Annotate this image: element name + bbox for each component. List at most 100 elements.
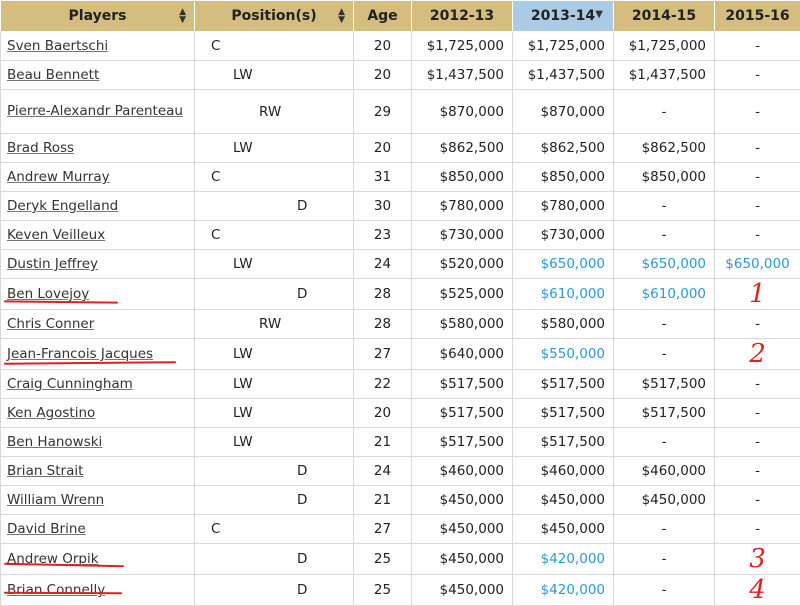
y2014-salary-cell: $850,000: [614, 163, 715, 192]
players-header-label: Players: [69, 8, 127, 24]
y2014-salary-cell: -: [614, 221, 715, 250]
y2014-salary-cell: $460,000: [614, 457, 715, 486]
position-cell: D: [195, 486, 354, 515]
y2015-salary-cell: -: [715, 399, 800, 428]
y2014-salary-cell: -: [614, 192, 715, 221]
age-cell: 21: [354, 428, 412, 457]
y2013-salary-cell: $1,725,000: [513, 32, 614, 61]
y2013-salary-cell: $517,500: [513, 399, 614, 428]
y2014-salary-cell: -: [614, 339, 715, 370]
y2014-salary-cell: $650,000: [614, 250, 715, 279]
age-cell: 24: [354, 457, 412, 486]
y2015-column-header[interactable]: 2015-16: [715, 1, 800, 32]
y2015-salary-cell: $650,000: [715, 250, 800, 279]
age-cell: 25: [354, 575, 412, 606]
player-link[interactable]: Brad Ross: [7, 140, 74, 156]
position-cell: RW: [195, 310, 354, 339]
player-link[interactable]: Dustin Jeffrey: [7, 256, 98, 272]
position-cell: C: [195, 163, 354, 192]
position-cell: D: [195, 192, 354, 221]
y2014-salary-cell: $517,500: [614, 370, 715, 399]
position-cell: D: [195, 457, 354, 486]
player-cell: Dustin Jeffrey: [1, 250, 195, 279]
player-link[interactable]: Ben Hanowski: [7, 434, 102, 450]
y2012-column-header[interactable]: 2012-13: [412, 1, 513, 32]
y2014-salary-cell: -: [614, 575, 715, 606]
positions-header-label: Position(s): [231, 8, 316, 24]
y2012-salary-cell: $517,500: [412, 399, 513, 428]
player-cell: Ben Lovejoy: [1, 279, 195, 310]
y2015-salary-cell: 4: [715, 575, 800, 606]
position-cell: LW: [195, 61, 354, 90]
y2013-column-header[interactable]: 2013-14 ▼: [513, 1, 614, 32]
y2013-salary-cell: $862,500: [513, 134, 614, 163]
y2014-column-header[interactable]: 2014-15: [614, 1, 715, 32]
age-column-header[interactable]: Age: [354, 1, 412, 32]
player-link[interactable]: David Brine: [7, 521, 86, 537]
player-link[interactable]: Craig Cunningham: [7, 376, 133, 392]
position-cell: D: [195, 279, 354, 310]
player-link[interactable]: Keven Veilleux: [7, 227, 105, 243]
player-link[interactable]: Sven Baertschi: [7, 38, 108, 54]
player-cell: Beau Bennett: [1, 61, 195, 90]
y2013-header-label: 2013-14: [531, 8, 595, 24]
handwritten-number-annotation: 3: [749, 544, 766, 574]
player-link[interactable]: Pierre-Alexandr Parenteau: [7, 104, 188, 119]
player-link[interactable]: Brian Connelly: [7, 582, 105, 598]
y2013-salary-cell: $730,000: [513, 221, 614, 250]
player-link[interactable]: Beau Bennett: [7, 67, 99, 83]
y2015-salary-cell: -: [715, 486, 800, 515]
y2015-salary-cell: -: [715, 90, 800, 134]
age-cell: 29: [354, 90, 412, 134]
players-column-header[interactable]: Players ▲▼: [1, 1, 195, 32]
age-cell: 21: [354, 486, 412, 515]
player-link[interactable]: Brian Strait: [7, 463, 83, 479]
player-link[interactable]: Deryk Engelland: [7, 198, 118, 214]
age-cell: 23: [354, 221, 412, 250]
y2015-salary-cell: -: [715, 370, 800, 399]
y2013-salary-cell: $420,000: [513, 544, 614, 575]
player-link[interactable]: Andrew Murray: [7, 169, 110, 185]
player-link[interactable]: William Wrenn: [7, 492, 104, 508]
player-link[interactable]: Jean-Francois Jacques: [7, 346, 153, 362]
y2012-salary-cell: $525,000: [412, 279, 513, 310]
y2015-salary-cell: -: [715, 428, 800, 457]
handwritten-number-annotation: 4: [749, 575, 766, 605]
header-row: Players ▲▼ Position(s) ▲▼ Age 2012-13 20…: [1, 1, 800, 32]
y2012-salary-cell: $450,000: [412, 544, 513, 575]
player-cell: Jean-Francois Jacques: [1, 339, 195, 370]
position-cell: LW: [195, 370, 354, 399]
y2014-salary-cell: $1,725,000: [614, 32, 715, 61]
player-cell: Brian Strait: [1, 457, 195, 486]
position-cell: LW: [195, 134, 354, 163]
y2013-salary-cell: $580,000: [513, 310, 614, 339]
player-link[interactable]: Chris Conner: [7, 316, 94, 332]
y2013-salary-cell: $460,000: [513, 457, 614, 486]
y2013-salary-cell: $650,000: [513, 250, 614, 279]
age-cell: 24: [354, 250, 412, 279]
y2013-salary-cell: $610,000: [513, 279, 614, 310]
y2012-salary-cell: $517,500: [412, 428, 513, 457]
age-cell: 25: [354, 544, 412, 575]
y2015-salary-cell: -: [715, 32, 800, 61]
player-cell: Brad Ross: [1, 134, 195, 163]
y2014-salary-cell: -: [614, 544, 715, 575]
y2012-salary-cell: $580,000: [412, 310, 513, 339]
position-cell: LW: [195, 250, 354, 279]
positions-column-header[interactable]: Position(s) ▲▼: [195, 1, 354, 32]
sort-both-icon: ▲▼: [338, 8, 345, 24]
age-cell: 22: [354, 370, 412, 399]
y2013-salary-cell: $517,500: [513, 370, 614, 399]
y2015-header-label: 2015-16: [725, 8, 789, 24]
age-cell: 30: [354, 192, 412, 221]
player-link[interactable]: Ken Agostino: [7, 405, 95, 421]
